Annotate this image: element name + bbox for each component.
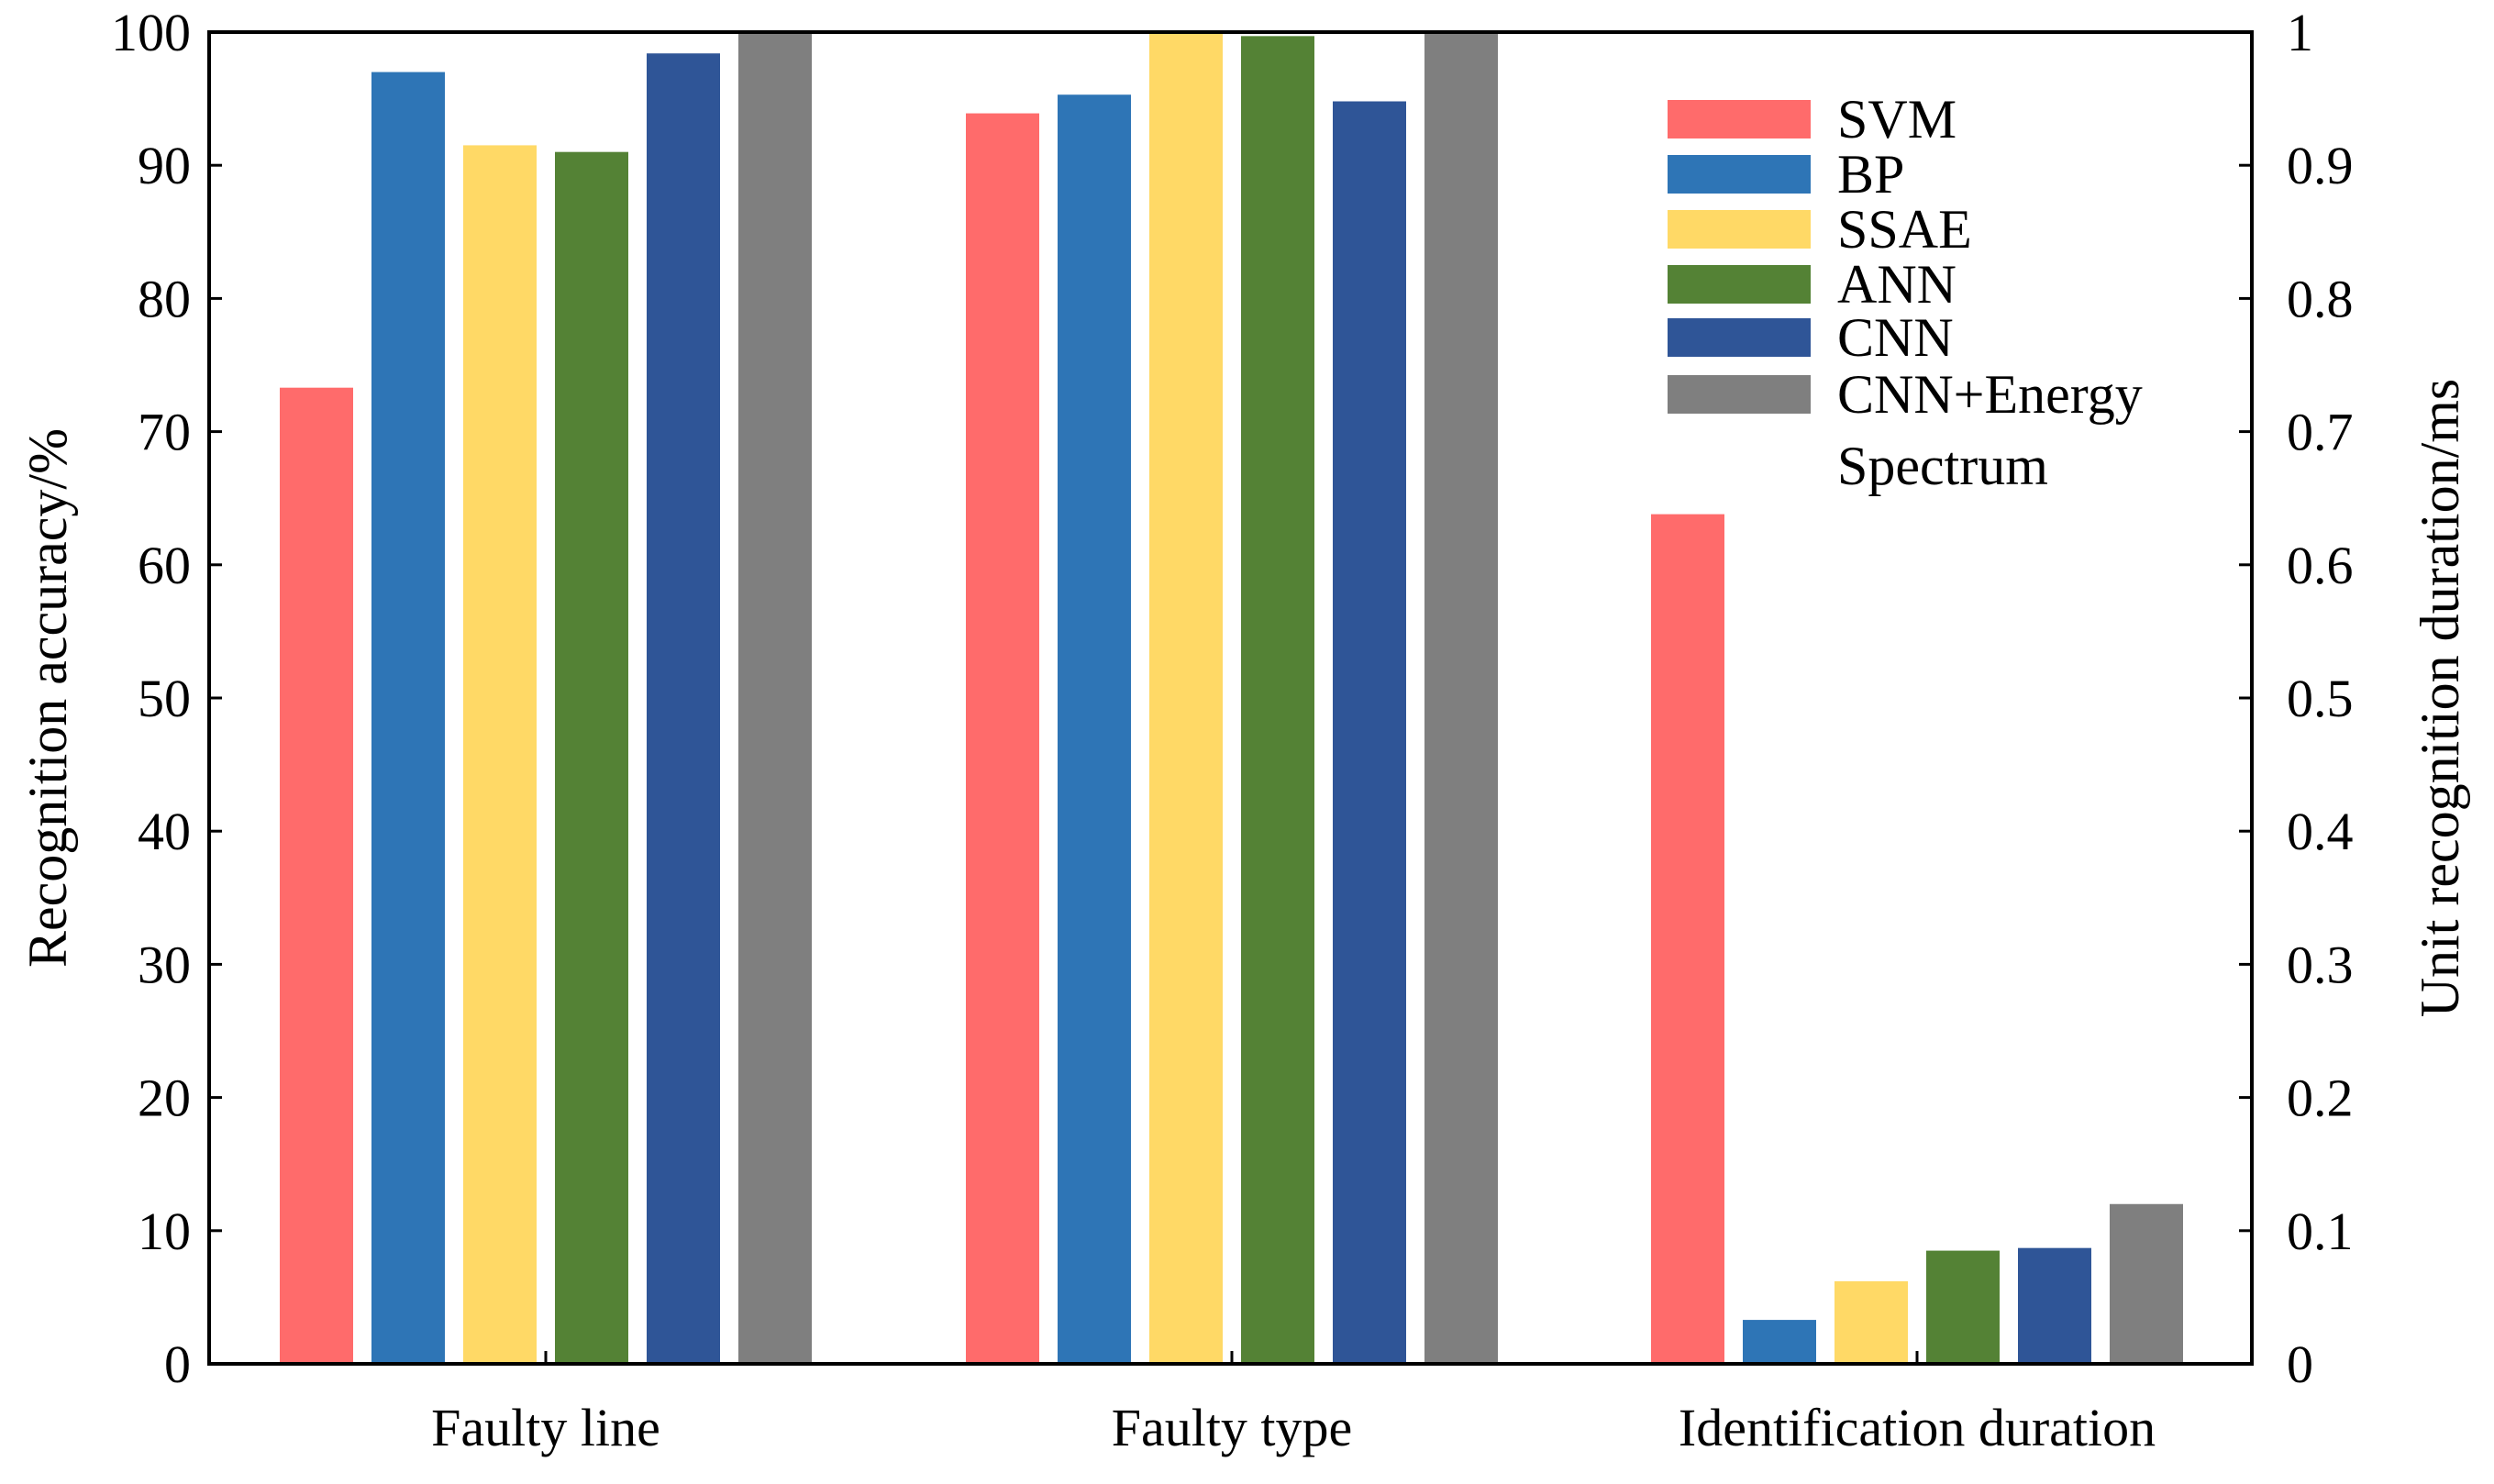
legend-label: CNN+Energy [1837,364,2143,425]
legend-label: BP [1837,144,1904,205]
legend-swatch-bp [1668,155,1811,194]
bar-cnn-energy-spectrum-faulty-line [738,32,812,1364]
bar-cnn-energy-spectrum-identification-duration [2110,1203,2183,1364]
left-tick-label: 70 [138,403,191,462]
right-axis-ticks: 0 0.1 0.2 0.3 0.4 0.5 0.6 0.7 0.8 0.9 1 [2239,3,2354,1394]
left-tick-label: 30 [138,935,191,994]
legend-swatch-ssae [1668,210,1811,249]
left-tick-label: 60 [138,536,191,595]
right-tick-label: 0.9 [2287,136,2354,195]
legend-label: CNN [1837,307,1954,368]
left-tick-label: 90 [138,136,191,195]
legend-label: SSAE [1837,199,1972,260]
right-tick-label: 0.4 [2287,802,2354,861]
right-tick-label: 0.8 [2287,269,2354,328]
category-label: Faulty line [431,1398,660,1457]
right-tick-label: 0 [2287,1334,2313,1394]
bar-cnn-identification-duration [2018,1247,2091,1364]
left-tick-label: 10 [138,1202,191,1261]
bar-svm-faulty-line [280,387,353,1365]
legend-swatch-ann [1668,265,1811,304]
legend-swatch-cnn [1668,318,1811,357]
left-tick-label: 40 [138,802,191,861]
legend-swatch-svm [1668,100,1811,138]
legend-label: ANN [1837,254,1956,315]
bar-bp-identification-duration [1743,1320,1816,1364]
right-tick-label: 0.6 [2287,536,2354,595]
right-tick-label: 0.5 [2287,669,2354,728]
left-axis-ticks: 0 10 20 30 40 50 60 70 80 90 100 [111,3,222,1394]
bar-cnn-energy-spectrum-faulty-type [1424,32,1498,1364]
right-tick-label: 0.3 [2287,935,2354,994]
bar-bp-faulty-type [1058,94,1131,1364]
left-tick-label: 80 [138,269,191,328]
legend-swatch-cnn-energy-spectrum [1668,375,1811,414]
bar-ssae-faulty-line [463,145,537,1364]
left-axis-label: Recognition accuracy/% [17,428,78,968]
right-axis-label: Unit recognition duration/ms [2410,379,2470,1018]
category-label: Faulty type [1112,1398,1353,1457]
left-tick-label: 100 [111,3,191,62]
right-tick-label: 1 [2287,3,2313,62]
bar-cnn-faulty-line [647,53,720,1364]
category-label: Identification duration [1679,1398,2156,1457]
bar-ssae-faulty-type [1149,32,1223,1364]
bar-svm-faulty-type [966,113,1039,1364]
left-tick-label: 50 [138,669,191,728]
right-tick-label: 0.1 [2287,1202,2354,1261]
category-labels: Faulty line Faulty type Identification dur… [431,1351,2156,1457]
bar-svm-identification-duration [1651,514,1724,1364]
bars-group [280,32,2183,1365]
left-tick-label: 0 [164,1334,191,1394]
bar-cnn-faulty-type [1333,101,1406,1364]
left-tick-label: 20 [138,1069,191,1128]
right-tick-label: 0.7 [2287,403,2354,462]
bar-ann-identification-duration [1926,1250,2000,1364]
legend-label: SVM [1837,89,1956,150]
bar-ann-faulty-type [1241,36,1314,1365]
bar-bp-faulty-line [371,72,445,1364]
right-tick-label: 0.2 [2287,1069,2354,1128]
bar-ann-faulty-line [555,151,628,1365]
bar-ssae-identification-duration [1834,1280,1908,1364]
legend-label: Spectrum [1837,436,2048,496]
